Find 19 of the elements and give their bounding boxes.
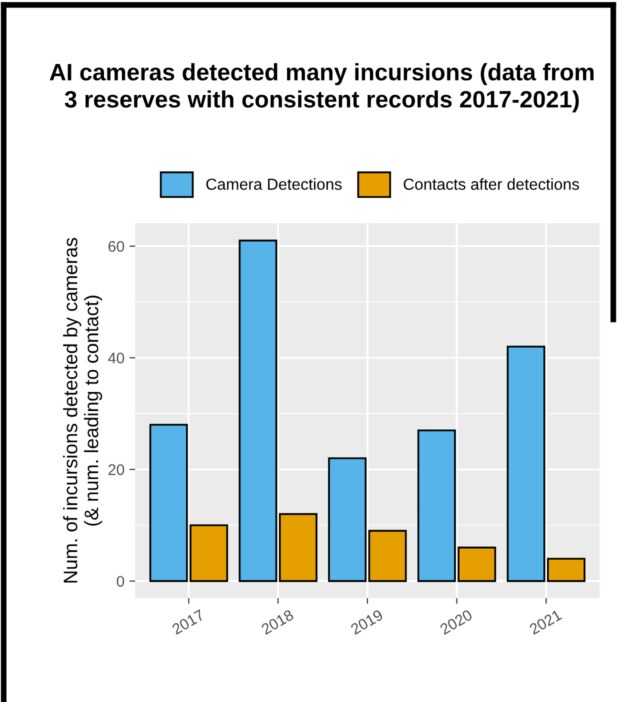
bar <box>238 240 278 582</box>
x-tick-label: 2020 <box>439 609 474 635</box>
bar <box>506 346 546 582</box>
bar <box>547 558 586 582</box>
y-axis-title: Num. of incursions detected by cameras (& num. leading to contact) <box>63 238 102 583</box>
bar <box>368 530 407 582</box>
legend-label: Camera Detections <box>206 178 342 190</box>
y-tick-label: 60 <box>108 240 124 252</box>
bar <box>278 513 318 582</box>
y-tick-label: 20 <box>108 464 124 476</box>
y-tick-label: 40 <box>108 352 124 364</box>
x-tick-label: 2018 <box>260 609 294 635</box>
y-tick-label: 0 <box>116 576 124 587</box>
bar <box>328 457 367 582</box>
x-tick-label: 2019 <box>350 609 384 635</box>
chart-title: AI cameras detected many incursions (data from 3 reserves with consistent records 2017-2021) <box>50 63 594 112</box>
x-tick-label: 2017 <box>171 609 205 635</box>
legend-label: Contacts after detections <box>404 178 580 190</box>
x-tick-label: 2021 <box>528 609 562 635</box>
